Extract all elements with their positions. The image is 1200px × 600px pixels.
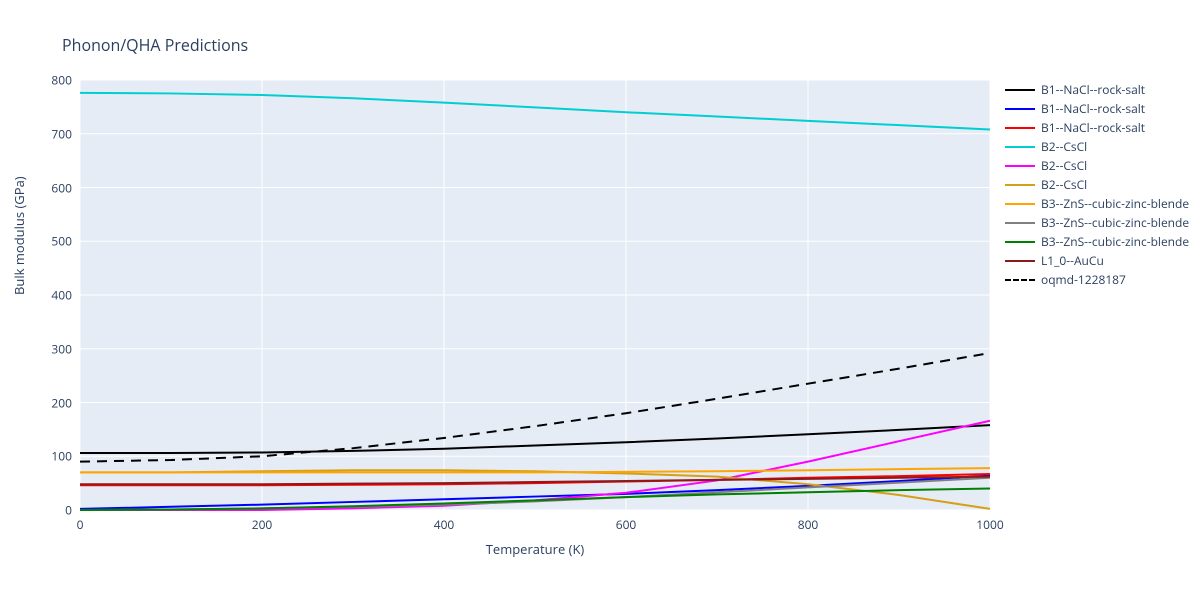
legend-item[interactable]: B2--CsCl: [1005, 137, 1189, 156]
x-tick: 1000: [976, 516, 1003, 533]
y-tick: 400: [32, 287, 72, 304]
series-lines: [80, 80, 990, 510]
legend-label: B2--CsCl: [1041, 138, 1087, 155]
y-tick: 300: [32, 340, 72, 357]
x-tick: 200: [252, 516, 273, 533]
legend-label: B1--NaCl--rock-salt: [1041, 100, 1145, 117]
x-axis-label: Temperature (K): [80, 540, 990, 558]
legend-item[interactable]: L1_0--AuCu: [1005, 251, 1189, 270]
legend-label: B1--NaCl--rock-salt: [1041, 81, 1145, 98]
y-tick: 100: [32, 448, 72, 465]
legend-item[interactable]: B1--NaCl--rock-salt: [1005, 118, 1189, 137]
y-tick: 600: [32, 179, 72, 196]
legend-label: B2--CsCl: [1041, 176, 1087, 193]
legend-item[interactable]: oqmd-1228187: [1005, 270, 1189, 289]
legend: B1--NaCl--rock-salt B1--NaCl--rock-salt B1…: [1005, 80, 1189, 289]
legend-swatch: [1005, 127, 1035, 129]
legend-item[interactable]: B2--CsCl: [1005, 156, 1189, 175]
y-axis-label: Bulk modulus (GPa): [10, 176, 28, 295]
legend-label: B1--NaCl--rock-salt: [1041, 119, 1145, 136]
legend-item[interactable]: B3--ZnS--cubic-zinc-blende: [1005, 232, 1189, 251]
legend-swatch: [1005, 241, 1035, 243]
legend-item[interactable]: B1--NaCl--rock-salt: [1005, 80, 1189, 99]
legend-label: L1_0--AuCu: [1041, 252, 1104, 269]
legend-item[interactable]: B2--CsCl: [1005, 175, 1189, 194]
x-tick: 0: [77, 516, 84, 533]
legend-label: B2--CsCl: [1041, 157, 1087, 174]
x-tick: 800: [798, 516, 819, 533]
legend-swatch: [1005, 89, 1035, 91]
legend-swatch: [1005, 203, 1035, 205]
plot-area: [80, 80, 990, 510]
y-tick: 700: [32, 125, 72, 142]
y-tick: 500: [32, 233, 72, 250]
y-tick: 0: [32, 502, 72, 519]
legend-label: oqmd-1228187: [1041, 271, 1126, 288]
legend-item[interactable]: B3--ZnS--cubic-zinc-blende: [1005, 213, 1189, 232]
y-tick: 800: [32, 72, 72, 89]
x-tick: 600: [616, 516, 637, 533]
legend-swatch: [1005, 108, 1035, 110]
legend-label: B3--ZnS--cubic-zinc-blende: [1041, 233, 1189, 250]
legend-item[interactable]: B3--ZnS--cubic-zinc-blende: [1005, 194, 1189, 213]
legend-swatch: [1005, 184, 1035, 186]
legend-swatch: [1005, 222, 1035, 224]
chart-title: Phonon/QHA Predictions: [62, 34, 248, 56]
legend-item[interactable]: B1--NaCl--rock-salt: [1005, 99, 1189, 118]
y-tick: 200: [32, 394, 72, 411]
legend-swatch: [1005, 146, 1035, 148]
legend-swatch: [1005, 279, 1035, 281]
legend-swatch: [1005, 260, 1035, 262]
legend-swatch: [1005, 165, 1035, 167]
legend-label: B3--ZnS--cubic-zinc-blende: [1041, 214, 1189, 231]
legend-label: B3--ZnS--cubic-zinc-blende: [1041, 195, 1189, 212]
x-tick: 400: [434, 516, 455, 533]
